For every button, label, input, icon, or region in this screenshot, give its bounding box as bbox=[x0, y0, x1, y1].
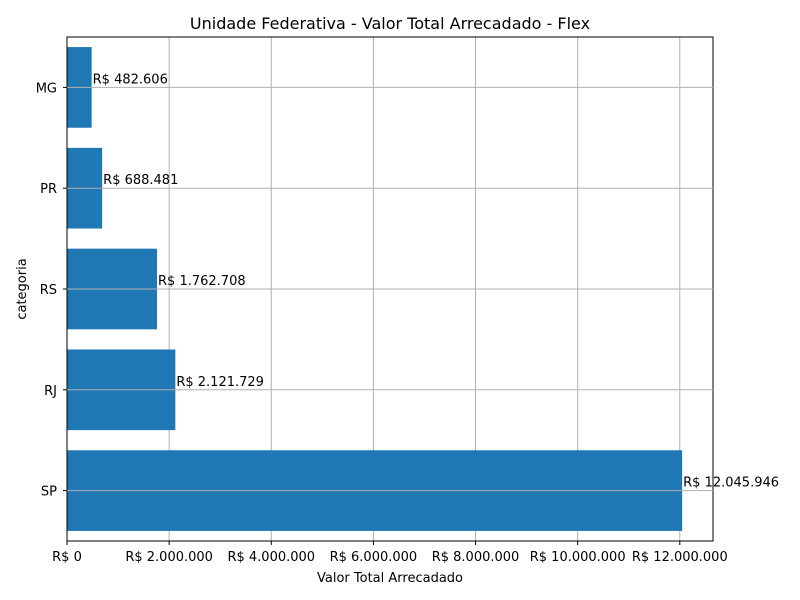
bar-value-label: R$ 2.121.729 bbox=[176, 375, 264, 390]
bar-value-label: R$ 482.606 bbox=[93, 72, 168, 87]
y-tick-label: SP bbox=[41, 485, 57, 500]
x-tick-label: R$ 6.000.000 bbox=[330, 550, 418, 565]
x-axis-label: Valor Total Arrecadado bbox=[317, 571, 463, 586]
bar-value-label: R$ 1.762.708 bbox=[158, 274, 246, 289]
y-tick-label: MG bbox=[36, 81, 57, 96]
bar-value-label: R$ 12.045.946 bbox=[683, 476, 779, 491]
x-tick-label: R$ 2.000.000 bbox=[125, 550, 213, 565]
y-tick-label: RJ bbox=[44, 384, 57, 399]
bar-value-label: R$ 688.481 bbox=[103, 173, 178, 188]
x-tick-label: R$ 0 bbox=[52, 550, 82, 565]
data-labels: R$ 12.045.946 R$ 2.121.729 R$ 1.762.708 R$ … bbox=[67, 72, 779, 492]
y-axis-label: categoria bbox=[15, 258, 30, 319]
x-tick-label: R$ 8.000.000 bbox=[432, 550, 520, 565]
x-tick-label: R$ 12.000.000 bbox=[632, 550, 728, 565]
x-tick-label: R$ 10.000.000 bbox=[530, 550, 626, 565]
y-tick-label: PR bbox=[40, 182, 57, 197]
x-tick-label: R$ 4.000.000 bbox=[227, 550, 315, 565]
chart-title: Unidade Federativa - Valor Total Arrecad… bbox=[190, 14, 590, 33]
axis-ticks: R$ 0 R$ 2.000.000 R$ 4.000.000 R$ 6.000.000… bbox=[36, 81, 728, 565]
y-tick-label: RS bbox=[40, 283, 57, 298]
